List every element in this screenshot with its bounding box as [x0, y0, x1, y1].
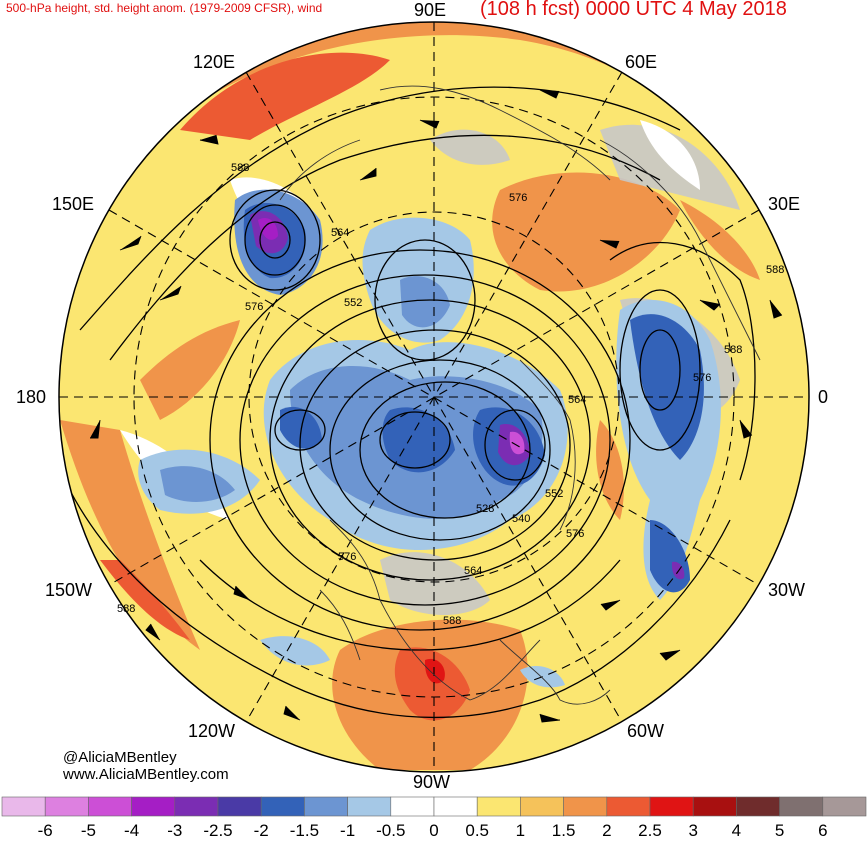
contour-label: 552: [545, 488, 563, 500]
contour-label: 588: [231, 162, 249, 174]
colorbar-swatch: [649, 796, 694, 817]
contour-label: 588: [117, 603, 135, 615]
colorbar-tick-label: -2.5: [203, 821, 233, 840]
contour-label: 576: [245, 301, 263, 313]
colorbar-swatch: [563, 796, 608, 817]
colorbar-swatch: [390, 796, 435, 817]
colorbar-swatch: [692, 796, 737, 817]
colorbar-tick-label: 1: [515, 821, 526, 840]
colorbar-tick-label: 4: [731, 821, 742, 840]
colorbar-swatch: [476, 796, 521, 817]
lon-label-30e: 30E: [768, 194, 801, 214]
colorbar-swatch: [174, 796, 219, 817]
coastlines: [279, 85, 761, 705]
credit-website: www.AliciaMBentley.com: [63, 766, 229, 783]
map-title-left: 500-hPa height, std. height anom. (1979-…: [6, 1, 323, 15]
colorbar-swatch: [736, 796, 780, 817]
colorbar-swatch: [779, 796, 824, 817]
contour-label: 576: [566, 528, 584, 540]
lon-label-120w: 120W: [188, 721, 236, 741]
wind-barbs: [90, 89, 783, 723]
colorbar-tick-label: -5: [80, 821, 96, 840]
credit-handle: @AliciaMBentley: [63, 749, 177, 766]
contour-label: 552: [344, 297, 362, 309]
colorbar-tick-label: -1: [340, 821, 356, 840]
colorbar: [1, 796, 867, 817]
colorbar-swatch: [520, 796, 564, 817]
lon-label-0: 0: [818, 387, 829, 407]
colorbar-swatch: [822, 796, 867, 817]
map-boundary-circle: [58, 21, 810, 773]
contour-label: 528: [476, 503, 494, 515]
colorbar-tick-label: 6: [818, 821, 828, 840]
colorbar-swatch: [131, 796, 176, 817]
colorbar-swatch: [304, 796, 348, 817]
lon-label-150e: 150E: [52, 194, 95, 214]
lon-label-90w: 90W: [413, 772, 451, 792]
contour-label: 576: [693, 372, 711, 384]
colorbar-tick-label: -1.5: [289, 821, 320, 840]
colorbar-tick-label: 5: [774, 821, 785, 840]
contour-label: 588: [724, 344, 742, 356]
contour-label: 564: [568, 394, 586, 406]
lon-label-60e: 60E: [625, 52, 658, 72]
colorbar-tick-label: -0.5: [376, 821, 406, 840]
colorbar-tick-label: -2: [253, 821, 269, 840]
colorbar-swatch: [347, 796, 392, 817]
height-contours: [59, 86, 756, 719]
map-title-right: (108 h fcst) 0000 UTC 4 May 2018: [480, 0, 787, 20]
colorbar-swatch: [260, 796, 305, 817]
colorbar-tick-label: 2: [602, 821, 612, 840]
contour-label: 576: [338, 551, 356, 563]
colorbar-swatch: [1, 796, 46, 817]
colorbar-swatch: [88, 796, 132, 817]
contour-label: 588: [766, 264, 784, 276]
colorbar-tick-label: -4: [124, 821, 140, 840]
latlon-grid: [59, 22, 809, 772]
contour-label: 564: [331, 227, 349, 239]
lon-label-150w: 150W: [45, 580, 93, 600]
colorbar-swatch: [217, 796, 262, 817]
colorbar-swatch: [44, 796, 89, 817]
lon-label-120e: 120E: [193, 52, 236, 72]
contour-label: 576: [509, 192, 527, 204]
colorbar-tick-label: -3: [167, 821, 183, 840]
colorbar-tick-label: 1.5: [551, 821, 576, 840]
colorbar-tick-label: -6: [37, 821, 53, 840]
contour-label: 588: [443, 615, 461, 627]
colorbar-tick-label: 2.5: [638, 821, 662, 840]
lon-label-90e: 90E: [414, 0, 447, 20]
contour-label: 540: [512, 513, 530, 525]
colorbar-tick-label: 0: [429, 821, 439, 840]
lon-label-180: 180: [16, 387, 47, 407]
lon-label-30w: 30W: [768, 580, 806, 600]
contour-labels: 588 564 576 552 576 588 588 576 564 552 …: [117, 162, 784, 627]
contour-label: 564: [464, 565, 482, 577]
colorbar-swatch: [433, 796, 478, 817]
colorbar-tick-label: 0.5: [465, 821, 489, 840]
colorbar-tick-label: 3: [688, 821, 698, 840]
lon-label-60w: 60W: [627, 721, 665, 741]
colorbar-swatch: [606, 796, 651, 817]
